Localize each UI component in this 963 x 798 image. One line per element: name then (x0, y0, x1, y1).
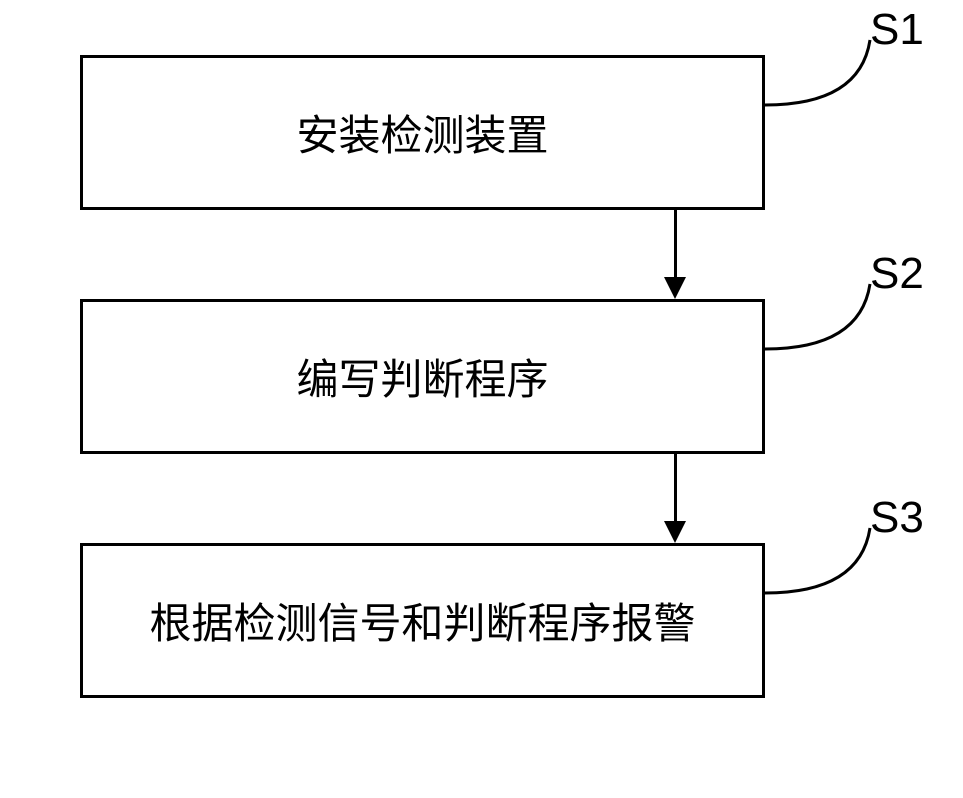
step-s3-wrapper: 根据检测信号和判断程序报警 S3 (80, 543, 930, 698)
step-s1-wrapper: 安装检测装置 S1 (80, 55, 930, 210)
step-s2-label: S2 (870, 249, 924, 299)
step-s3-connector (80, 493, 930, 693)
flowchart-container: 安装检测装置 S1 编写判断程序 S2 根据检测信号和判断程序报警 S3 (80, 55, 930, 698)
step-s3-label: S3 (870, 493, 924, 543)
step-s2-connector (80, 249, 930, 449)
step-s2-wrapper: 编写判断程序 S2 (80, 299, 930, 454)
step-s1-connector (80, 5, 930, 205)
step-s1-label: S1 (870, 5, 924, 55)
